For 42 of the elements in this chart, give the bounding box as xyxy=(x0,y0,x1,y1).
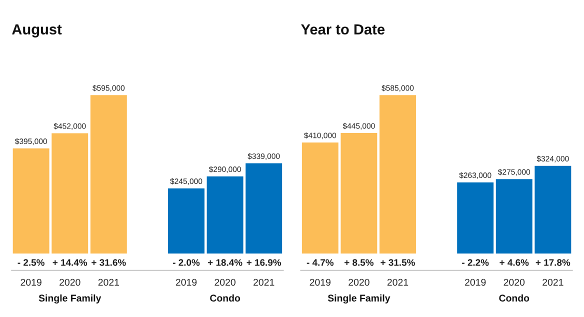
x-tick-label: 2020 xyxy=(504,278,525,286)
x-tick-label: 2019 xyxy=(310,278,331,286)
text: + 8.5% xyxy=(344,259,374,266)
bar xyxy=(534,166,572,254)
bar xyxy=(340,133,378,254)
text: + 17.8% xyxy=(536,259,570,266)
text: Condo xyxy=(499,294,530,302)
text: Single Family xyxy=(38,294,102,304)
text: - 2.0% xyxy=(172,259,200,266)
bar xyxy=(52,133,88,254)
text: Condo xyxy=(210,294,240,302)
bar xyxy=(496,179,532,254)
text: Single Family xyxy=(328,294,390,304)
x-tick-label: 2021 xyxy=(542,278,564,286)
text: - 4.7% xyxy=(306,259,334,266)
x-tick-label: 2019 xyxy=(465,278,486,286)
x-tick-label: 2020 xyxy=(60,278,80,286)
text: + 14.4% xyxy=(52,259,88,266)
x-tick-label: 2021 xyxy=(254,278,274,286)
x-tick-label: 2020 xyxy=(348,278,370,286)
bar xyxy=(246,163,282,254)
text: + 18.4% xyxy=(208,259,242,266)
x-tick-label: 2021 xyxy=(98,278,120,286)
bar xyxy=(168,188,204,254)
bar xyxy=(380,95,416,254)
text: + 31.5% xyxy=(380,259,415,266)
bar xyxy=(90,95,127,254)
chart-title: August xyxy=(12,24,62,38)
chart-title: Year to Date xyxy=(301,24,385,35)
x-tick-label: 2019 xyxy=(176,278,197,286)
x-tick-label: 2020 xyxy=(214,278,236,286)
bar xyxy=(12,148,50,254)
x-tick-label: 2019 xyxy=(20,278,42,286)
text: + 4.6% xyxy=(500,259,529,266)
text: - 2.2% xyxy=(462,259,489,266)
text: + 16.9% xyxy=(246,259,282,266)
text: + 31.6% xyxy=(92,259,126,266)
bar xyxy=(206,176,244,254)
text: - 2.5% xyxy=(18,259,44,266)
bar xyxy=(457,182,494,254)
x-tick-label: 2021 xyxy=(387,278,408,286)
bar xyxy=(302,142,338,254)
